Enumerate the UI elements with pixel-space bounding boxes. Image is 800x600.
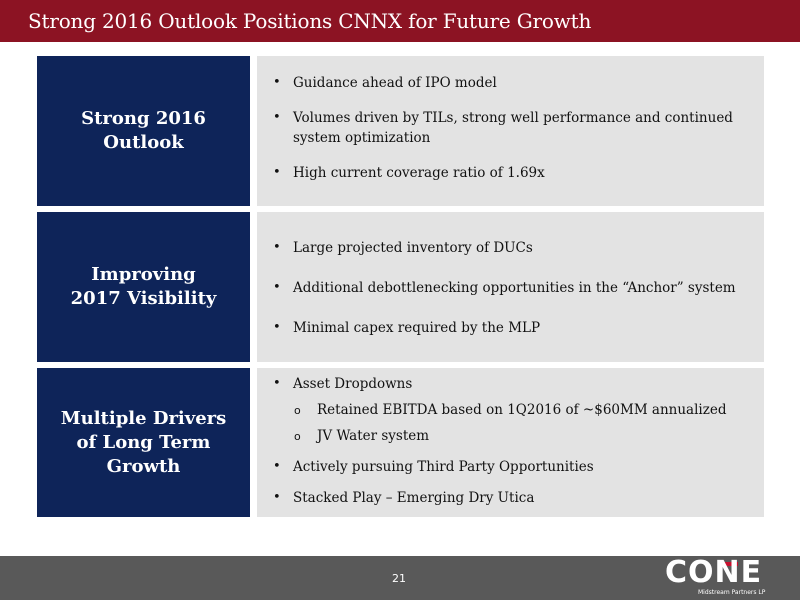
cone-logo: CONE Midstream Partners LP [662,556,774,598]
logo-wordmark: CONE [665,555,763,590]
sub-bullet-item: o JV Water system [257,426,764,446]
footer-bar: 21 CONE Midstream Partners LP [0,556,800,600]
sub-bullet-text: JV Water system [317,428,430,444]
bullet-item: Guidance ahead of IPO model [257,73,764,93]
section-label: Strong 2016 Outlook [81,108,206,153]
section-strong-2016-outlook: Strong 2016 Outlook Guidance ahead of IP… [37,56,764,206]
bullet-item: Stacked Play – Emerging Dry Utica [257,488,764,508]
sub-bullet-item: o Retained EBITDA based on 1Q2016 of ~$6… [257,400,764,420]
sub-bullet-text: Retained EBITDA based on 1Q2016 of ~$60M… [317,402,727,418]
section-multiple-drivers: Multiple Drivers of Long Term Growth Ass… [37,368,764,517]
section-label: Multiple Drivers of Long Term Growth [60,407,227,477]
bullet-item: Large projected inventory of DUCs [257,238,764,258]
section-label-box: Strong 2016 Outlook [37,56,250,206]
sub-bullet-marker: o [294,404,301,417]
bullet-item: Minimal capex required by the MLP [257,318,764,338]
section-content: Asset Dropdowns o Retained EBITDA based … [257,368,764,517]
section-label: Improving 2017 Visibility [70,264,217,309]
bullet-list: Asset Dropdowns o Retained EBITDA based … [257,368,764,508]
bullet-item: Additional debottlenecking opportunities… [257,278,764,298]
page-title: Strong 2016 Outlook Positions CNNX for F… [28,9,592,33]
bullet-list: Large projected inventory of DUCs Additi… [257,212,764,338]
logo-accent-bar [724,562,738,566]
bullet-item: Asset Dropdowns [257,374,764,394]
section-content: Large projected inventory of DUCs Additi… [257,212,764,362]
title-bar: Strong 2016 Outlook Positions CNNX for F… [0,0,800,42]
logo-subtext: Midstream Partners LP [698,589,766,596]
section-label-box: Multiple Drivers of Long Term Growth [37,368,250,517]
section-improving-2017-visibility: Improving 2017 Visibility Large projecte… [37,212,764,362]
bullet-list: Guidance ahead of IPO model Volumes driv… [257,56,764,183]
bullet-item: High current coverage ratio of 1.69x [257,163,764,183]
page-number: 21 [392,572,406,585]
bullet-item: Actively pursuing Third Party Opportunit… [257,457,764,477]
section-content: Guidance ahead of IPO model Volumes driv… [257,56,764,206]
sub-bullet-marker: o [294,430,301,443]
section-label-box: Improving 2017 Visibility [37,212,250,362]
bullet-item: Volumes driven by TILs, strong well perf… [257,108,764,148]
